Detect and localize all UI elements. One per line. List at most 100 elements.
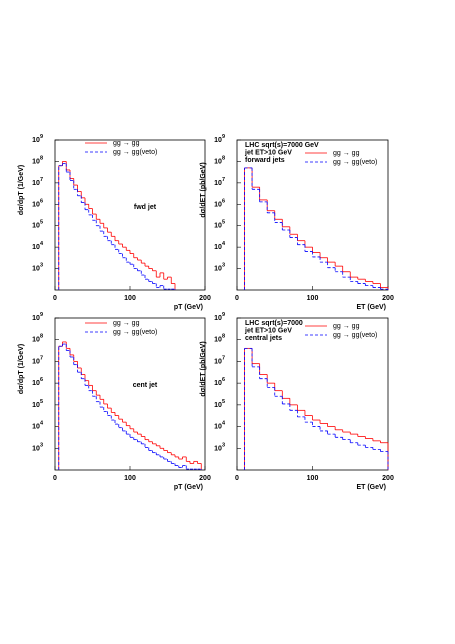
y-tick-base: 10 xyxy=(32,265,40,272)
y-tick-label: 107 xyxy=(32,356,43,365)
y-tick-label: 103 xyxy=(214,443,225,452)
y-tick-exp: 6 xyxy=(222,199,225,205)
annotation: fwd jet xyxy=(134,204,157,211)
y-tick-exp: 4 xyxy=(222,421,226,427)
x-tick-label: 200 xyxy=(199,475,211,482)
y-tick-exp: 7 xyxy=(40,177,43,183)
y-tick-base: 10 xyxy=(32,137,40,144)
annotation: jet ET>10 GeV xyxy=(244,327,292,334)
y-tick-base: 10 xyxy=(32,223,40,230)
y-tick-base: 10 xyxy=(214,423,222,430)
y-tick-base: 10 xyxy=(214,265,222,272)
y-tick-exp: 8 xyxy=(40,156,43,162)
y-tick-label: 106 xyxy=(214,378,225,387)
y-tick-exp: 3 xyxy=(222,263,225,269)
legend-label: gg → gg(veto) xyxy=(333,159,377,166)
x-tick-label: 0 xyxy=(235,475,239,482)
y-tick-label: 103 xyxy=(32,443,43,452)
legend-label: gg → gg(veto) xyxy=(113,329,157,336)
y-tick-label: 108 xyxy=(32,334,43,343)
annotation: central jets xyxy=(245,335,282,342)
x-tick-label: 200 xyxy=(199,295,211,302)
y-tick-base: 10 xyxy=(214,358,222,365)
y-axis-label: dσ/dET (pb/GeV) xyxy=(200,341,207,396)
y-tick-base: 10 xyxy=(32,201,40,208)
x-tick-label: 0 xyxy=(53,295,57,302)
y-tick-base: 10 xyxy=(214,380,222,387)
x-tick-label: 200 xyxy=(382,475,394,482)
y-tick-exp: 6 xyxy=(40,199,43,205)
legend-label: gg → gg(veto) xyxy=(333,332,377,339)
y-tick-base: 10 xyxy=(32,244,40,251)
annotation: cent jet xyxy=(133,382,158,389)
annotation: LHC sqrt(s)=7000 GeV xyxy=(245,142,319,149)
y-axis-label: dσ/dpT (1/GeV) xyxy=(18,165,25,215)
y-tick-label: 106 xyxy=(32,378,43,387)
y-tick-exp: 3 xyxy=(40,263,43,269)
y-tick-base: 10 xyxy=(214,244,222,251)
y-tick-label: 106 xyxy=(32,199,43,208)
legend-label: gg → gg xyxy=(113,140,140,147)
plot-frame xyxy=(54,139,206,291)
y-tick-base: 10 xyxy=(32,180,40,187)
x-axis-label: pT (GeV) xyxy=(174,484,203,491)
x-tick-label: 100 xyxy=(307,475,319,482)
y-axis-label: dσ/dpT (1/GeV) xyxy=(18,344,25,394)
y-tick-base: 10 xyxy=(214,201,222,208)
y-axis-label: dσ/dET (pb/GeV) xyxy=(200,162,207,217)
y-tick-exp: 5 xyxy=(40,220,43,226)
y-tick-label: 106 xyxy=(214,199,225,208)
y-tick-label: 105 xyxy=(32,220,43,229)
y-tick-exp: 7 xyxy=(40,356,43,362)
y-tick-exp: 5 xyxy=(222,399,225,405)
y-tick-exp: 4 xyxy=(40,421,44,427)
x-tick-label: 200 xyxy=(382,295,394,302)
y-tick-label: 103 xyxy=(214,263,225,272)
y-tick-label: 105 xyxy=(32,399,43,408)
y-tick-base: 10 xyxy=(214,137,222,144)
y-tick-exp: 7 xyxy=(222,177,225,183)
annotation: jet ET>10 GeV xyxy=(244,149,292,156)
y-tick-label: 103 xyxy=(32,263,43,272)
x-tick-label: 100 xyxy=(124,295,136,302)
y-tick-label: 109 xyxy=(32,312,43,321)
x-tick-label: 0 xyxy=(235,295,239,302)
y-tick-exp: 3 xyxy=(40,443,43,449)
y-tick-label: 105 xyxy=(214,399,225,408)
legend-label: gg → gg(veto) xyxy=(113,149,157,156)
y-tick-label: 108 xyxy=(214,334,225,343)
y-tick-label: 108 xyxy=(214,156,225,165)
y-tick-base: 10 xyxy=(32,402,40,409)
legend-label: gg → gg xyxy=(333,323,360,330)
x-axis-label: ET (GeV) xyxy=(356,304,386,311)
y-tick-base: 10 xyxy=(214,445,222,452)
y-tick-base: 10 xyxy=(32,158,40,165)
legend-label: gg → gg xyxy=(333,150,360,157)
y-tick-exp: 9 xyxy=(40,312,43,318)
y-tick-base: 10 xyxy=(214,337,222,344)
x-tick-label: 100 xyxy=(124,475,136,482)
y-tick-label: 109 xyxy=(214,312,225,321)
y-tick-label: 107 xyxy=(214,356,225,365)
y-tick-exp: 9 xyxy=(40,134,43,140)
y-tick-exp: 6 xyxy=(222,378,225,384)
y-tick-exp: 4 xyxy=(40,242,44,248)
y-tick-label: 108 xyxy=(32,156,43,165)
y-tick-label: 104 xyxy=(32,421,44,430)
y-tick-label: 104 xyxy=(214,242,226,251)
y-tick-label: 109 xyxy=(214,134,225,143)
y-tick-exp: 5 xyxy=(222,220,225,226)
y-tick-exp: 6 xyxy=(40,378,43,384)
y-tick-base: 10 xyxy=(32,423,40,430)
y-tick-label: 104 xyxy=(32,242,44,251)
y-tick-exp: 3 xyxy=(222,443,225,449)
y-tick-exp: 5 xyxy=(40,399,43,405)
y-tick-exp: 4 xyxy=(222,242,226,248)
y-tick-exp: 7 xyxy=(222,356,225,362)
y-tick-base: 10 xyxy=(32,337,40,344)
y-tick-base: 10 xyxy=(32,380,40,387)
x-axis-label: pT (GeV) xyxy=(174,304,203,311)
x-axis-label: ET (GeV) xyxy=(356,484,386,491)
y-tick-base: 10 xyxy=(214,180,222,187)
